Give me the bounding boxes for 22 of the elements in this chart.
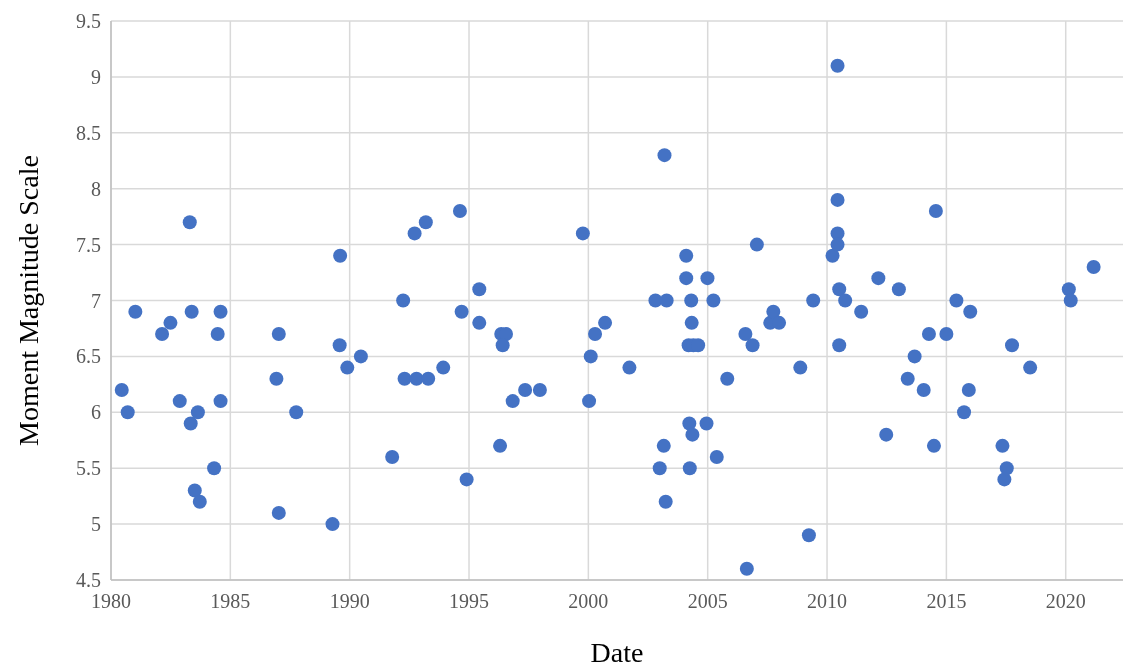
x-tick-label: 1990 [329,590,370,612]
y-tick-label: 8.5 [76,121,101,144]
y-tick-label: 9.5 [76,10,101,32]
x-tick-label: 1995 [449,590,490,612]
x-tick-label: 2010 [807,590,848,612]
y-tick-label: 5 [91,513,101,536]
y-tick-label: 9 [91,65,101,88]
y-tick-label: 4.5 [76,569,101,591]
x-tick-label: 1985 [210,590,251,612]
x-tick-label: 2000 [568,590,609,612]
x-axis-title: Date [590,637,644,668]
y-tick-label: 7.5 [76,233,101,256]
x-tick-label: 2005 [687,590,728,612]
y-tick-label: 7 [91,289,101,312]
x-tick-label: 2020 [1045,590,1086,612]
y-axis-title: Moment Magnitude Scale [13,155,44,446]
x-tick-label: 1980 [91,590,131,612]
y-tick-label: 6.5 [76,345,101,368]
y-tick-label: 6 [91,401,101,424]
y-tick-label: 8 [91,177,101,200]
x-tick-label: 2015 [926,590,967,612]
y-tick-label: 5.5 [76,457,101,480]
